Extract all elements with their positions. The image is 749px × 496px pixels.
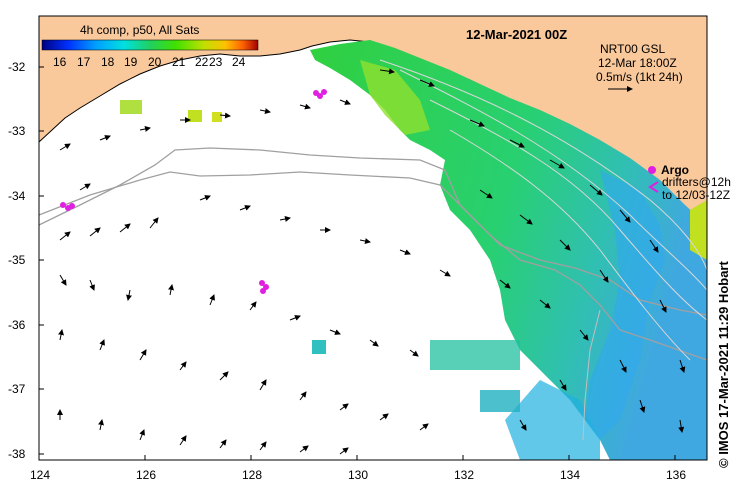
lat-label: -33 — [8, 124, 26, 138]
lon-label: 132 — [454, 468, 475, 482]
argo-legend-icon — [648, 166, 656, 174]
lat-label: -37 — [8, 382, 26, 396]
colorbar — [41, 39, 259, 51]
composite-label: 4h comp, p50, All Sats — [80, 23, 200, 37]
sst-warm-coast — [360, 60, 430, 135]
lat-label: -35 — [8, 253, 26, 267]
lon-label: 126 — [136, 468, 157, 482]
lat-label: -34 — [8, 189, 26, 203]
drifters-to-label: to 12/03-12Z — [662, 188, 731, 202]
bathy-contour — [38, 147, 708, 361]
colorbar-tick: 17 — [77, 55, 91, 69]
drifters-label: drifters@12h — [662, 175, 731, 189]
credit-label: © IMOS 17-Mar-2021 11:29 Hobart — [716, 261, 731, 468]
colorbar-tick: 18 — [101, 55, 115, 69]
argo-markers — [60, 89, 327, 294]
current-vectors — [57, 68, 686, 455]
bathy-contour — [582, 309, 601, 441]
colorbar-tick: 16 — [53, 55, 67, 69]
current-streamlines — [379, 59, 708, 361]
date-label: 12-Mar-2021 00Z — [466, 27, 568, 42]
lat-label: -38 — [8, 447, 26, 461]
lon-label: 124 — [30, 468, 51, 482]
sst-patch — [188, 110, 202, 122]
colorbar-tick: 20 — [148, 55, 162, 69]
bathy-contour — [38, 171, 708, 316]
sst-patch — [120, 100, 142, 114]
colorbar-tick: 19 — [124, 55, 138, 69]
lat-label: -36 — [8, 318, 26, 332]
colorbar-tick: 24 — [232, 55, 246, 69]
drifter-legend-icon — [648, 181, 659, 193]
sst-patch — [212, 112, 222, 122]
lon-label: 136 — [666, 468, 687, 482]
axis-ticks — [38, 66, 676, 460]
sst-cool-patch — [585, 170, 665, 440]
colorbar-tick: 23 — [209, 55, 223, 69]
sst-east-warm — [690, 200, 707, 260]
sst-patch — [312, 340, 326, 354]
sst-cool-south — [505, 380, 600, 460]
current-model-label: NRT00 GSL — [600, 42, 666, 56]
sst-patch — [430, 340, 520, 370]
argo-label: Argo — [661, 163, 689, 177]
current-time-label: 12-Mar 18:00Z — [598, 56, 677, 70]
sst-patch — [480, 390, 520, 412]
current-scale-label: 0.5m/s (1kt 24h) — [596, 70, 683, 84]
lat-label: -32 — [8, 60, 26, 74]
map-frame — [38, 15, 708, 461]
lon-label: 128 — [242, 468, 263, 482]
colorbar-tick: 22 — [195, 55, 209, 69]
colorbar-tick: 21 — [172, 55, 186, 69]
lon-label: 134 — [560, 468, 581, 482]
lon-label: 130 — [348, 468, 369, 482]
